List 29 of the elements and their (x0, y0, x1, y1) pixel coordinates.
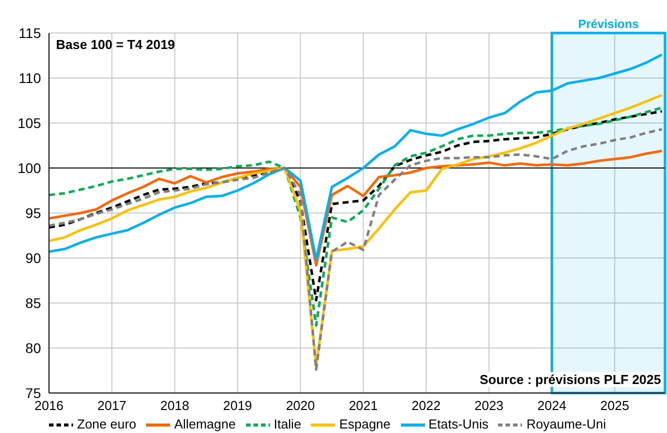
y-tick-label: 90 (25, 250, 42, 266)
x-tick-label: 2022 (412, 398, 441, 414)
y-tick-label: 110 (18, 70, 42, 86)
x-tick-label: 2023 (474, 398, 504, 414)
x-tick-label: 2021 (348, 398, 378, 414)
x-tick-label: 2020 (286, 398, 315, 414)
annotation: Source : prévisions PLF 2025 (478, 372, 663, 387)
x-tick-label: 2025 (600, 398, 630, 414)
legend-label: Zone euro (77, 416, 136, 432)
x-tick-label: 2017 (97, 398, 126, 414)
y-tick-label: 95 (25, 204, 42, 221)
y-tick-label: 105 (18, 114, 42, 131)
legend-label: Royaume-Uni (526, 416, 606, 432)
band-label: Prévisions (578, 17, 640, 31)
legend-label: Italie (274, 416, 302, 432)
y-tick-label: 115 (18, 24, 42, 41)
x-tick-label: 2016 (34, 398, 64, 414)
y-tick-label: 100 (18, 160, 42, 176)
y-tick-label: 85 (25, 294, 42, 311)
legend-label: Allemagne (174, 416, 236, 432)
legend-label: Etats-Unis (428, 416, 488, 432)
x-tick-label: 2024 (537, 398, 566, 414)
x-tick-label: 2019 (223, 398, 252, 414)
line-series (49, 53, 664, 262)
annotation: Base 100 = T4 2019 (56, 37, 175, 52)
x-tick-label: 2018 (160, 398, 190, 414)
y-tick-label: 75 (25, 384, 42, 401)
legend-label: Espagne (339, 416, 391, 432)
y-tick-label: 80 (25, 340, 42, 356)
